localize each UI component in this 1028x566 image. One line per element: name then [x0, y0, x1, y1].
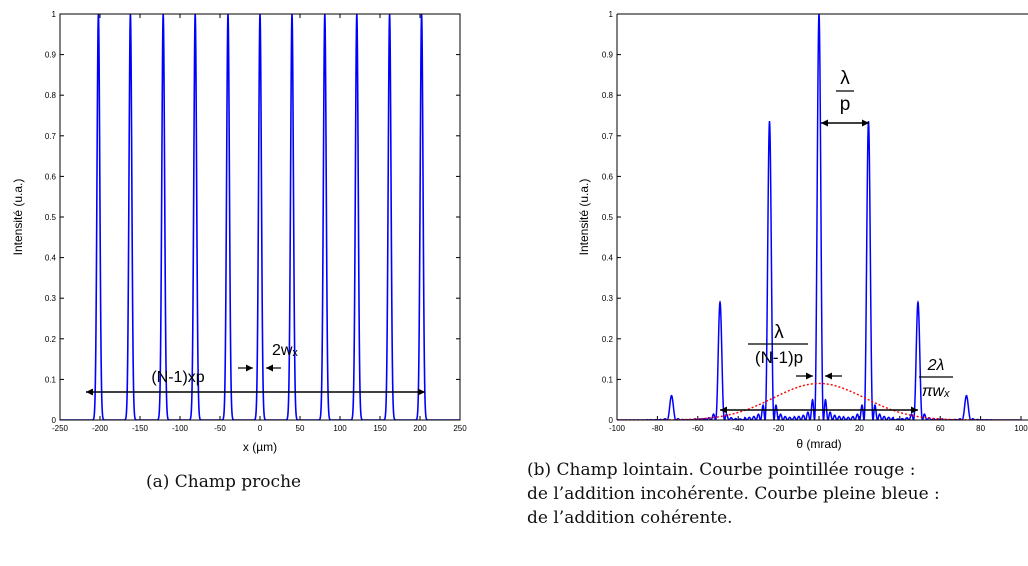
chart-b-annotations: λ p λ (N-1)p 2λ πwₓ	[720, 68, 953, 414]
chart-b-lambda-p-numerator: λ	[840, 68, 850, 89]
chart-b-ticks: -100 -80 -60 -40 -20 0 20 40 60 80 100 0 0.1 0.2 0.3 0.…	[602, 10, 1028, 433]
x-tick-label: -200	[92, 424, 109, 433]
x-tick-label: 40	[895, 424, 904, 433]
chart-near-field: Intensité (u.a.) x (µm) -250 -200 -150 -100…	[11, 10, 467, 454]
y-tick-label: 0.8	[602, 91, 614, 100]
x-tick-label: -60	[692, 424, 704, 433]
x-tick-label: -250	[52, 424, 69, 433]
y-tick-label: 0.3	[45, 294, 57, 303]
caption-a: (a) Champ proche	[146, 472, 302, 492]
y-tick-label: 0	[609, 416, 614, 425]
y-tick-label: 0.6	[45, 172, 57, 181]
chart-b-2lambda-denominator: πwₓ	[922, 383, 950, 400]
chart-b-2lambda-numerator: 2λ	[927, 357, 945, 374]
chart-b-lambda-p-denominator: p	[840, 94, 851, 115]
chart-a-axes-box	[59, 13, 461, 421]
chart-a-y-axis-label: Intensité (u.a.)	[11, 179, 25, 256]
y-tick-label: 0.6	[602, 172, 614, 181]
y-tick-label: 1	[609, 10, 614, 19]
chart-a-array-width-label: (N-1)xp	[151, 369, 204, 386]
caption-b-line-1: (b) Champ lointain. Courbe pointillée ro…	[527, 460, 916, 480]
x-tick-label: 100	[333, 424, 347, 433]
chart-b-y-axis-label: Intensité (u.a.)	[577, 179, 591, 256]
x-tick-label: -100	[172, 424, 189, 433]
chart-a-ticks: -250 -200 -150 -100 -50 0 50 100 150 200 250 0 0.1 0.…	[45, 10, 467, 433]
x-tick-label: 150	[373, 424, 387, 433]
near-field-intensity-line	[60, 14, 460, 420]
y-tick-label: 0.5	[602, 213, 614, 222]
chart-a-annotations: (N-1)xp 2wₓ	[86, 342, 425, 396]
y-tick-label: 0.1	[602, 375, 614, 384]
chart-a-x-axis-label: x (µm)	[243, 440, 277, 454]
x-tick-label: 50	[296, 424, 305, 433]
incoherent-envelope-line	[617, 382, 1021, 420]
x-tick-label: 0	[817, 424, 822, 433]
caption-b-line-3: de l’addition cohérente.	[527, 508, 733, 528]
x-tick-label: -100	[609, 424, 626, 433]
chart-a-plot-area	[60, 14, 460, 420]
y-tick-label: 0.2	[602, 335, 614, 344]
x-tick-label: 20	[855, 424, 864, 433]
chart-b-lambda-np-denominator: (N-1)p	[755, 348, 803, 367]
x-tick-label: -150	[132, 424, 149, 433]
coherent-intensity-line	[617, 14, 1021, 420]
y-tick-label: 0.9	[602, 51, 614, 60]
y-tick-label: 1	[52, 10, 57, 19]
x-tick-label: 0	[258, 424, 263, 433]
y-tick-label: 0.5	[45, 213, 57, 222]
y-tick-label: 0.2	[45, 335, 57, 344]
chart-b-plot-area	[617, 14, 1021, 420]
y-tick-label: 0.3	[602, 294, 614, 303]
x-tick-label: 200	[413, 424, 427, 433]
x-tick-label: -20	[773, 424, 785, 433]
chart-b-x-axis-label: θ (mrad)	[796, 437, 841, 451]
x-tick-label: 60	[936, 424, 945, 433]
caption-b-line-2: de l’addition incohérente. Courbe pleine…	[527, 484, 940, 504]
chart-far-field: Intensité (u.a.) θ (mrad) -100 -80 -60 -40-…	[577, 10, 1028, 451]
y-tick-label: 0.8	[45, 91, 57, 100]
y-tick-label: 0.7	[45, 132, 57, 141]
y-tick-label: 0.4	[45, 254, 57, 263]
chart-a-waist-label: 2wₓ	[272, 342, 298, 359]
y-tick-label: 0.4	[602, 254, 614, 263]
x-tick-label: -50	[214, 424, 226, 433]
y-tick-label: 0.1	[45, 375, 57, 384]
y-tick-label: 0.7	[602, 132, 614, 141]
x-tick-label: 250	[453, 424, 467, 433]
x-tick-label: -80	[652, 424, 664, 433]
y-tick-label: 0	[52, 416, 57, 425]
chart-b-lambda-np-numerator: λ	[774, 322, 784, 343]
x-tick-label: 80	[976, 424, 985, 433]
y-tick-label: 0.9	[45, 51, 57, 60]
x-tick-label: -40	[732, 424, 744, 433]
caption-b: (b) Champ lointain. Courbe pointillée ro…	[527, 458, 1027, 530]
x-tick-label: 100	[1014, 424, 1028, 433]
